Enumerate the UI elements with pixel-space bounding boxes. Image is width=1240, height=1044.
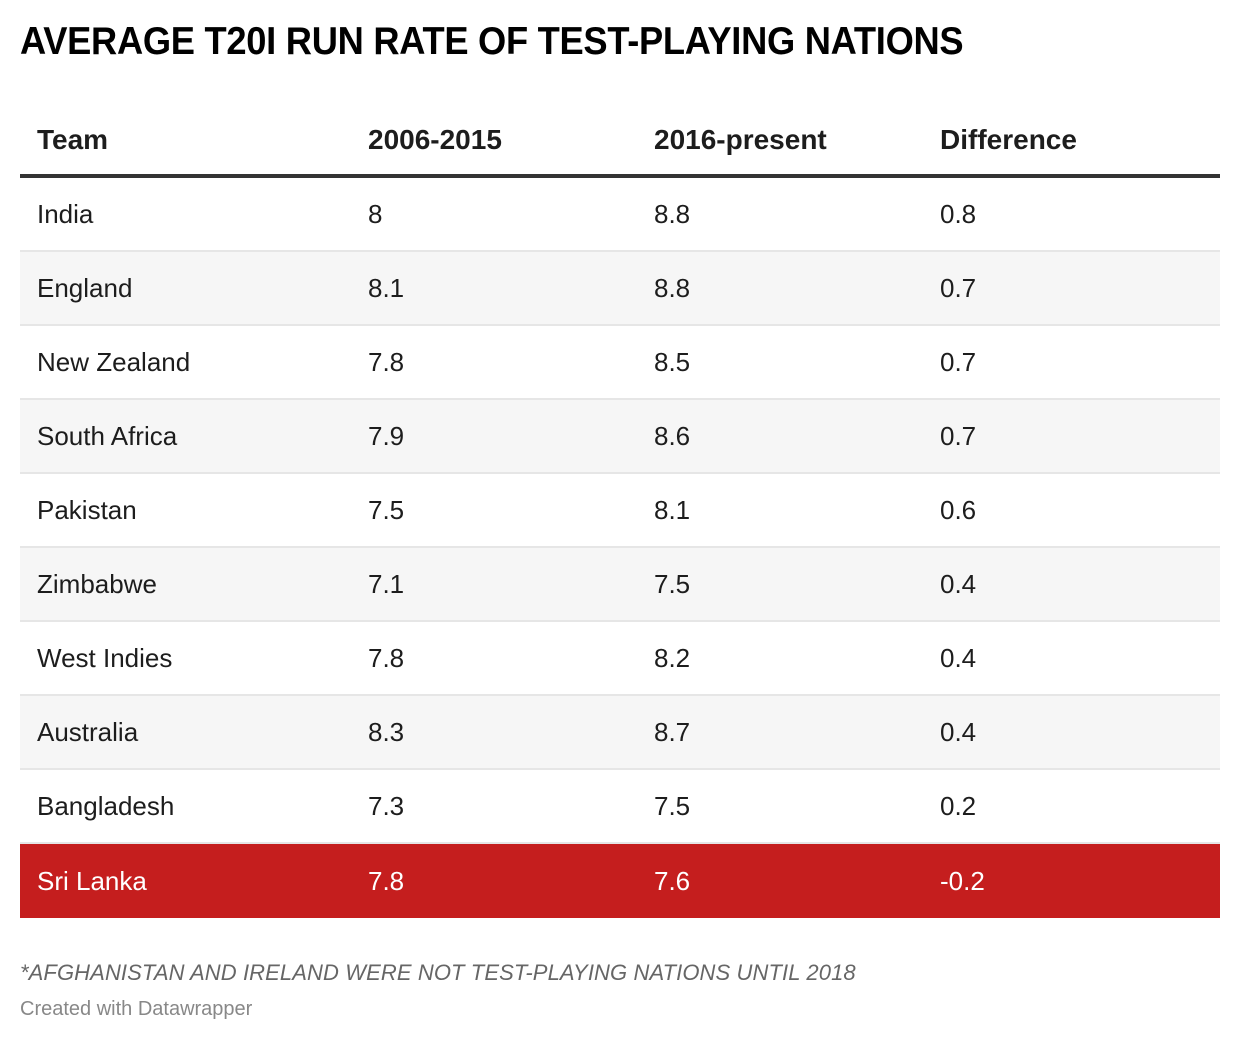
cell-2006-2015: 7.1 <box>368 568 405 599</box>
cell-2006-2015: 8.1 <box>368 272 405 303</box>
cell-2016-present: 8.8 <box>654 198 691 229</box>
cell-difference: 0.4 <box>940 568 977 599</box>
table-row: West Indies 7.8 8.2 0.4 <box>20 622 1220 696</box>
cell-difference: 0.7 <box>940 272 977 303</box>
cell-difference: -0.2 <box>940 865 985 896</box>
cell-2006-2015: 8 <box>368 198 383 229</box>
cell-team: New Zealand <box>37 346 191 377</box>
cell-2006-2015: 7.8 <box>368 865 405 896</box>
table-row: Bangladesh 7.3 7.5 0.2 <box>20 770 1220 844</box>
cell-2006-2015: 7.8 <box>368 642 405 673</box>
cell-difference: 0.4 <box>940 716 977 747</box>
cell-team: South Africa <box>37 420 178 451</box>
cell-2016-present: 8.7 <box>654 716 691 747</box>
cell-difference: 0.7 <box>940 420 977 451</box>
cell-2006-2015: 7.3 <box>368 790 405 821</box>
cell-2016-present: 7.6 <box>654 865 691 896</box>
cell-difference: 0.8 <box>940 198 977 229</box>
table-row: India 8 8.8 0.8 <box>20 178 1220 252</box>
cell-2006-2015: 8.3 <box>368 716 405 747</box>
column-header-2006-2015[interactable]: 2006-2015 <box>368 124 502 155</box>
cell-team: Zimbabwe <box>37 568 157 599</box>
table-row: Zimbabwe 7.1 7.5 0.4 <box>20 548 1220 622</box>
table-row: South Africa 7.9 8.6 0.7 <box>20 400 1220 474</box>
cell-team: Bangladesh <box>37 790 175 821</box>
cell-team: West Indies <box>37 642 173 673</box>
cell-2016-present: 8.5 <box>654 346 691 377</box>
column-header-team[interactable]: Team <box>37 124 109 155</box>
table-row: New Zealand 7.8 8.5 0.7 <box>20 326 1220 400</box>
cell-team: England <box>37 272 133 303</box>
cell-2016-present: 8.6 <box>654 420 691 451</box>
cell-2016-present: 8.8 <box>654 272 691 303</box>
table-row: Pakistan 7.5 8.1 0.6 <box>20 474 1220 548</box>
cell-difference: 0.6 <box>940 494 977 525</box>
cell-2006-2015: 7.5 <box>368 494 405 525</box>
cell-team: India <box>37 198 94 229</box>
chart-title: AVERAGE T20I RUN RATE OF TEST-PLAYING NA… <box>20 20 964 63</box>
cell-2016-present: 7.5 <box>654 568 691 599</box>
cell-2016-present: 8.2 <box>654 642 691 673</box>
cell-2006-2015: 7.8 <box>368 346 405 377</box>
datawrapper-credit[interactable]: Created with Datawrapper <box>20 998 253 1020</box>
column-header-difference[interactable]: Difference <box>940 124 1077 155</box>
table-body: India 8 8.8 0.8 England 8.1 8.8 0.7 New Zealand 7… <box>20 178 1220 918</box>
table-row: England 8.1 8.8 0.7 <box>20 252 1220 326</box>
cell-team: Sri Lanka <box>37 865 147 896</box>
cell-2016-present: 8.1 <box>654 494 691 525</box>
data-table: Team 2006-2015 2016-present Difference I… <box>20 106 1220 918</box>
table-header: Team 2006-2015 2016-present Difference <box>20 106 1220 178</box>
table-row: Australia 8.3 8.7 0.4 <box>20 696 1220 770</box>
cell-difference: 0.2 <box>940 790 977 821</box>
cell-team: Australia <box>37 716 139 747</box>
cell-difference: 0.7 <box>940 346 977 377</box>
column-header-2016-present[interactable]: 2016-present <box>654 124 827 155</box>
cell-2016-present: 7.5 <box>654 790 691 821</box>
footnote: *AFGHANISTAN AND IRELAND WERE NOT TEST-P… <box>20 960 856 985</box>
cell-2006-2015: 7.9 <box>368 420 405 451</box>
cell-difference: 0.4 <box>940 642 977 673</box>
table-row-highlighted: Sri Lanka 7.8 7.6 -0.2 <box>20 844 1220 918</box>
cell-team: Pakistan <box>37 494 137 525</box>
